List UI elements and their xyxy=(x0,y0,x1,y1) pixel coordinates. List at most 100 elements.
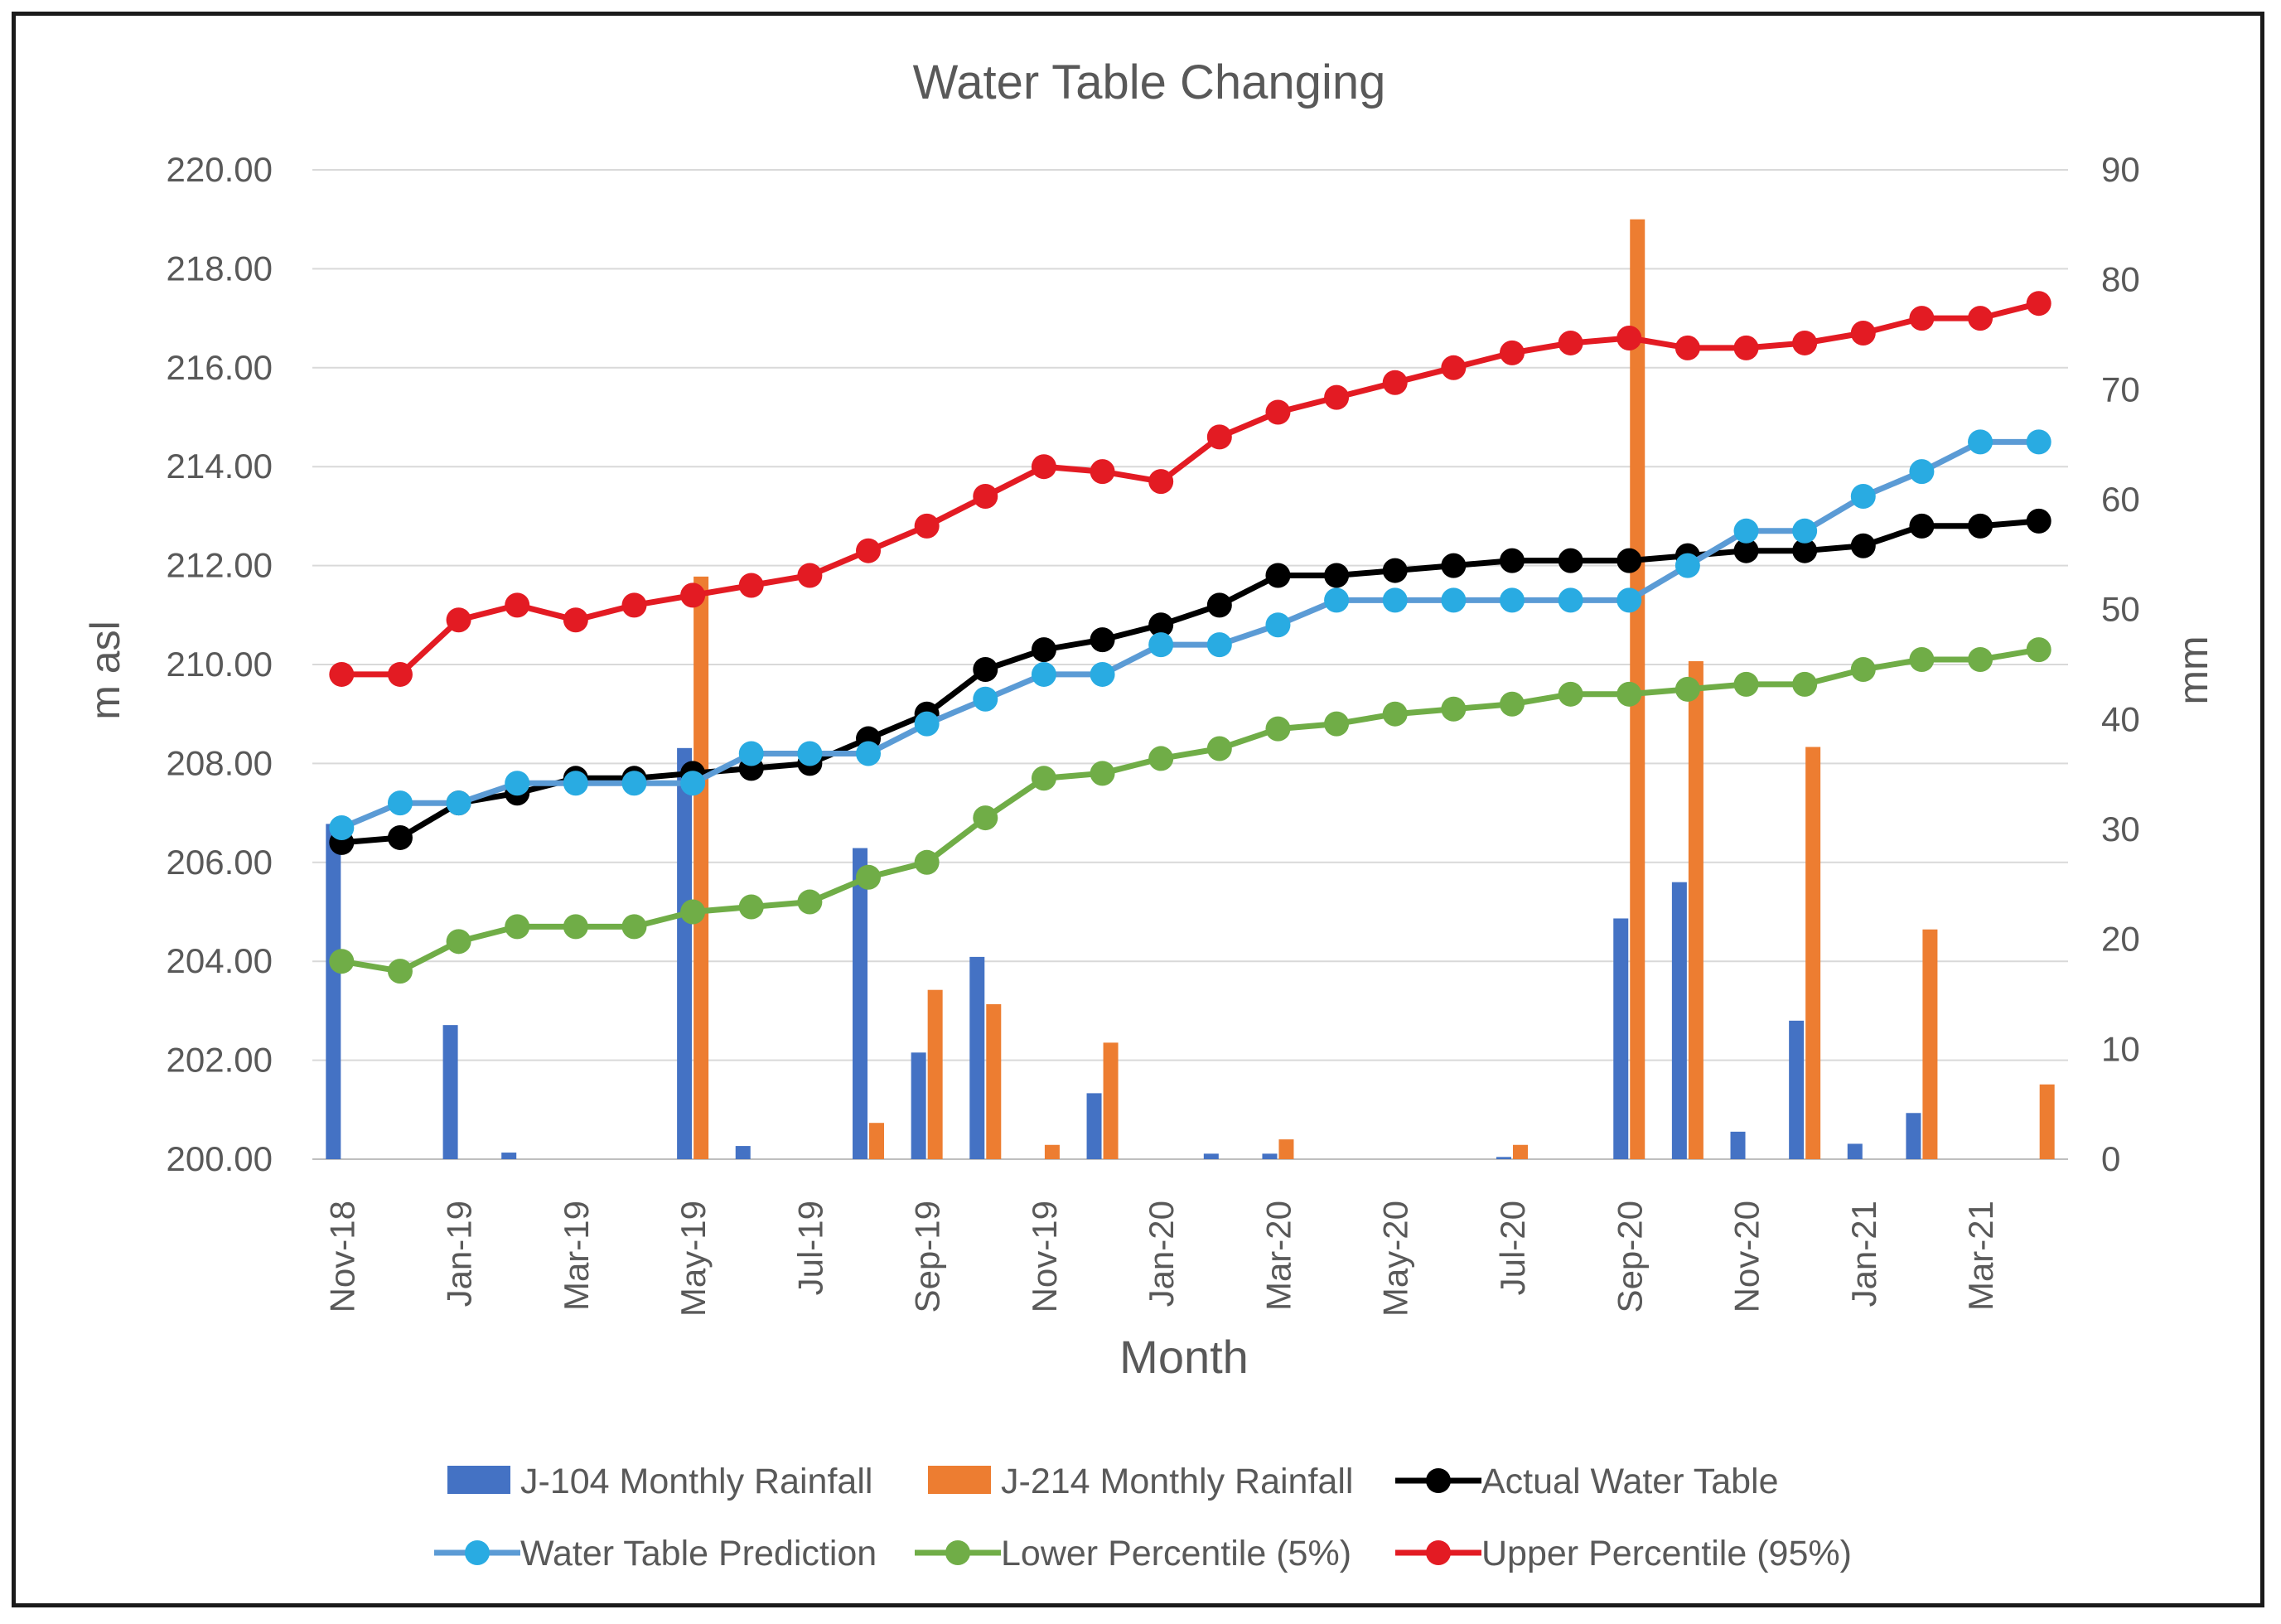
series-point xyxy=(387,661,413,687)
legend-marker xyxy=(1426,1468,1451,1493)
y-axis-right-label: mm xyxy=(2170,636,2216,704)
series-point xyxy=(1792,538,1818,563)
legend-marker xyxy=(945,1540,970,1565)
rainfall-bar xyxy=(1278,1139,1294,1159)
series-point xyxy=(1617,325,1642,350)
series-point xyxy=(387,824,413,850)
chart-title: Water Table Changing xyxy=(913,56,1386,109)
x-tick-label: Mar-19 xyxy=(557,1201,596,1311)
series-point xyxy=(738,741,764,766)
x-tick-label: Nov-19 xyxy=(1025,1201,1064,1312)
y-left-tick-label: 202.00 xyxy=(167,1041,273,1080)
legend-label: Water Table Prediction xyxy=(520,1534,877,1573)
series-point xyxy=(1265,612,1291,638)
series-point xyxy=(1733,518,1759,544)
rainfall-bar xyxy=(677,747,693,1159)
series-point xyxy=(1441,355,1467,380)
series-point xyxy=(1792,671,1818,697)
series-point xyxy=(1617,681,1642,707)
series-point xyxy=(1850,484,1876,510)
series-point xyxy=(1675,335,1700,360)
legend-swatch xyxy=(447,1466,510,1494)
series-point xyxy=(914,849,940,875)
rainfall-bar xyxy=(442,1025,458,1159)
rainfall-bar xyxy=(735,1146,751,1159)
rainfall-bar xyxy=(911,1052,926,1159)
legend-label: Upper Percentile (95%) xyxy=(1481,1534,1852,1573)
series-point xyxy=(2026,291,2051,317)
series-point xyxy=(1733,538,1759,563)
series-point xyxy=(1499,691,1525,717)
y-left-tick-label: 210.00 xyxy=(167,645,273,684)
series-point xyxy=(1441,587,1467,613)
series-line xyxy=(341,646,2040,974)
rainfall-bar xyxy=(1688,661,1704,1159)
gridlines xyxy=(312,169,2068,1160)
series-point xyxy=(1382,701,1408,727)
x-tick-label: May-20 xyxy=(1376,1201,1415,1317)
rainfall-bars xyxy=(326,219,2055,1160)
series-point xyxy=(1031,766,1056,791)
series-point xyxy=(2026,508,2051,534)
rainfall-bar xyxy=(1086,1093,1102,1159)
series-point xyxy=(1968,429,1993,455)
series-point xyxy=(856,538,882,563)
series-point xyxy=(505,592,530,618)
x-tick-label: Jan-21 xyxy=(1844,1201,1883,1307)
series-point xyxy=(563,607,588,633)
series-point xyxy=(621,771,647,796)
series-point xyxy=(914,513,940,539)
legend-label: J-104 Monthly Rainfall xyxy=(520,1462,872,1501)
series-point xyxy=(1850,533,1876,558)
series-point xyxy=(1090,661,1115,687)
rainfall-bar xyxy=(1671,882,1687,1159)
x-tick-label: Jul-20 xyxy=(1493,1201,1532,1295)
y-left-tick-label: 208.00 xyxy=(167,743,273,782)
series-point xyxy=(446,929,471,955)
series-point xyxy=(797,741,823,766)
x-tick-label: Jan-19 xyxy=(440,1201,479,1307)
series-point xyxy=(1382,558,1408,583)
series-point xyxy=(1675,553,1700,578)
x-tick-label: Jan-20 xyxy=(1142,1201,1181,1307)
x-tick-label: Nov-18 xyxy=(322,1201,361,1312)
rainfall-bar xyxy=(853,848,868,1159)
series-point xyxy=(797,563,823,588)
series-point xyxy=(2026,429,2051,455)
series-point xyxy=(973,686,998,712)
x-tick-label: May-19 xyxy=(674,1201,713,1317)
y-right-tick-label: 0 xyxy=(2101,1139,2120,1178)
rainfall-bar xyxy=(969,956,985,1159)
y-left-tick-label: 212.00 xyxy=(167,546,273,585)
y-right-tick-label: 90 xyxy=(2101,150,2140,189)
series-point xyxy=(914,711,940,737)
series-point xyxy=(329,949,355,974)
rainfall-bar xyxy=(1613,918,1629,1159)
rainfall-bar xyxy=(1512,1144,1528,1159)
series-point xyxy=(1441,696,1467,722)
x-tick-label: Jul-19 xyxy=(790,1201,829,1295)
y-left-tick-label: 218.00 xyxy=(167,249,273,288)
series-point xyxy=(563,771,588,796)
series-point xyxy=(1617,548,1642,573)
series-point xyxy=(621,592,647,618)
x-tick-label: Sep-19 xyxy=(908,1201,947,1312)
rainfall-bar xyxy=(501,1153,517,1159)
x-tick-label: Nov-20 xyxy=(1728,1201,1766,1312)
series-point xyxy=(738,894,764,920)
series-point xyxy=(563,914,588,940)
series-point xyxy=(1558,548,1583,573)
left-axis-ticks: 200.00 202.00 204.00 206.00 208.00 210.00 212.… xyxy=(167,150,273,1178)
series-point xyxy=(1968,513,1993,539)
legend-label: Actual Water Table xyxy=(1481,1462,1779,1501)
series-point xyxy=(1850,321,1876,346)
series-point xyxy=(1382,587,1408,613)
series-point xyxy=(1206,736,1232,761)
y-left-tick-label: 206.00 xyxy=(167,843,273,882)
series-point xyxy=(1090,459,1115,485)
series-point xyxy=(856,864,882,890)
series-point xyxy=(1148,632,1174,658)
right-axis-ticks: 0 10 20 30 40 50 60 70 80 90 xyxy=(2101,150,2140,1178)
series-point xyxy=(797,889,823,915)
series-point xyxy=(1675,676,1700,702)
